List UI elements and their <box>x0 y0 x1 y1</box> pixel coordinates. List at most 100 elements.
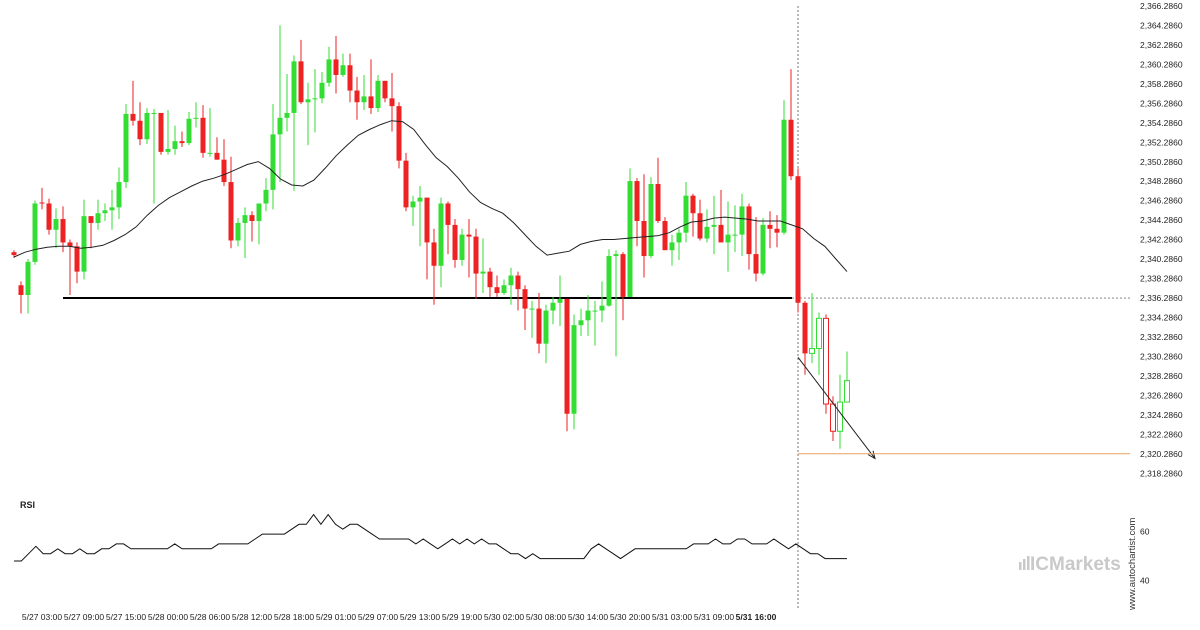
candle-body <box>767 224 773 229</box>
candle <box>361 74 367 111</box>
rsi-title: RSI <box>20 500 35 510</box>
candle <box>207 108 213 157</box>
candle-body <box>417 197 423 202</box>
candle <box>746 203 752 270</box>
candle <box>459 228 465 266</box>
candle <box>221 139 227 186</box>
candle <box>179 131 185 148</box>
candle <box>662 217 668 251</box>
candle-body <box>396 106 402 161</box>
price-tick-label: 2,336.2860 <box>1140 293 1183 303</box>
candle-body <box>284 112 290 118</box>
candle <box>130 80 136 126</box>
price-tick-label: 2,318.2860 <box>1140 468 1183 478</box>
time-tick-label: 5/30 14:00 <box>568 612 608 622</box>
candle-body <box>844 380 850 403</box>
time-tick-label: 5/30 08:00 <box>526 612 566 622</box>
candle <box>508 267 514 305</box>
time-tick-label: 5/28 00:00 <box>148 612 188 622</box>
candle <box>690 193 696 237</box>
candle <box>333 36 339 94</box>
candle <box>795 168 801 313</box>
candle <box>410 195 416 226</box>
time-tick-label: 5/31 16:00 <box>736 612 777 622</box>
candle-body <box>123 113 129 183</box>
candle-body <box>361 96 367 103</box>
time-tick-label: 5/31 03:00 <box>652 612 692 622</box>
candle-body <box>697 213 703 239</box>
price-tick-label: 2,366.2860 <box>1140 1 1183 11</box>
candle-body <box>466 234 472 237</box>
candle-body <box>655 184 661 222</box>
time-tick-label: 5/29 07:00 <box>358 612 398 622</box>
candle <box>571 314 577 430</box>
candle-body <box>480 271 486 274</box>
candle <box>648 177 654 258</box>
candle-body <box>158 112 164 152</box>
candle <box>823 314 829 414</box>
candle <box>368 59 374 114</box>
candle <box>123 104 129 188</box>
candle <box>137 102 143 146</box>
candle-body <box>53 219 59 230</box>
candle-body <box>382 80 388 99</box>
candle <box>39 187 45 210</box>
candle-body <box>473 236 479 274</box>
brand-logo-bar <box>1023 559 1026 570</box>
candle <box>67 239 73 295</box>
candle-body <box>543 310 549 344</box>
price-tick-label: 2,328.2860 <box>1140 371 1183 381</box>
candle <box>781 100 787 235</box>
time-tick-label: 5/29 19:00 <box>442 612 482 622</box>
candle-body <box>683 195 689 233</box>
candle <box>200 105 206 158</box>
candle-body <box>305 99 311 103</box>
candle <box>809 293 815 364</box>
candle <box>88 216 94 249</box>
rsi-tick-label: 40 <box>1140 576 1150 586</box>
candle-body <box>410 201 416 208</box>
candle-body <box>172 141 178 149</box>
candle-body <box>403 160 409 208</box>
candle <box>753 217 759 282</box>
candle-body <box>424 197 430 243</box>
candle-body <box>179 141 185 144</box>
candle-body <box>25 261 31 295</box>
candle <box>466 219 472 278</box>
candle-body <box>634 181 640 222</box>
candle-body <box>662 221 668 251</box>
candle-body <box>585 310 591 321</box>
candle <box>529 300 535 338</box>
candle-body <box>375 80 381 109</box>
candle-body <box>354 90 360 103</box>
candle <box>634 178 640 247</box>
candle <box>312 69 318 133</box>
forecast-layer <box>797 356 1130 460</box>
candle <box>25 258 31 314</box>
candle <box>739 193 745 257</box>
candle <box>326 46 332 87</box>
candle <box>151 109 157 204</box>
candle <box>249 211 255 242</box>
price-tick-label: 2,358.2860 <box>1140 79 1183 89</box>
candle <box>53 208 59 249</box>
candle <box>501 279 507 295</box>
candle-body <box>389 98 395 107</box>
time-tick-label: 5/29 01:00 <box>316 612 356 622</box>
candle-body <box>270 134 276 190</box>
candle-body <box>67 242 73 247</box>
price-tick-label: 2,326.2860 <box>1140 390 1183 400</box>
forecast-arrow-line <box>797 356 876 459</box>
candle <box>585 294 591 336</box>
candle-body <box>459 234 465 260</box>
price-tick-label: 2,362.2860 <box>1140 40 1183 50</box>
candle-body <box>144 112 150 140</box>
candle <box>277 25 283 183</box>
candle <box>578 308 584 336</box>
candle-body <box>165 148 171 152</box>
rsi-line <box>14 513 847 562</box>
candle <box>473 228 479 299</box>
price-tick-label: 2,364.2860 <box>1140 20 1183 30</box>
time-axis: 5/27 03:00 5/27 09:00 5/27 15:00 5/28 00:00… <box>22 612 777 622</box>
candle-body <box>263 189 269 204</box>
